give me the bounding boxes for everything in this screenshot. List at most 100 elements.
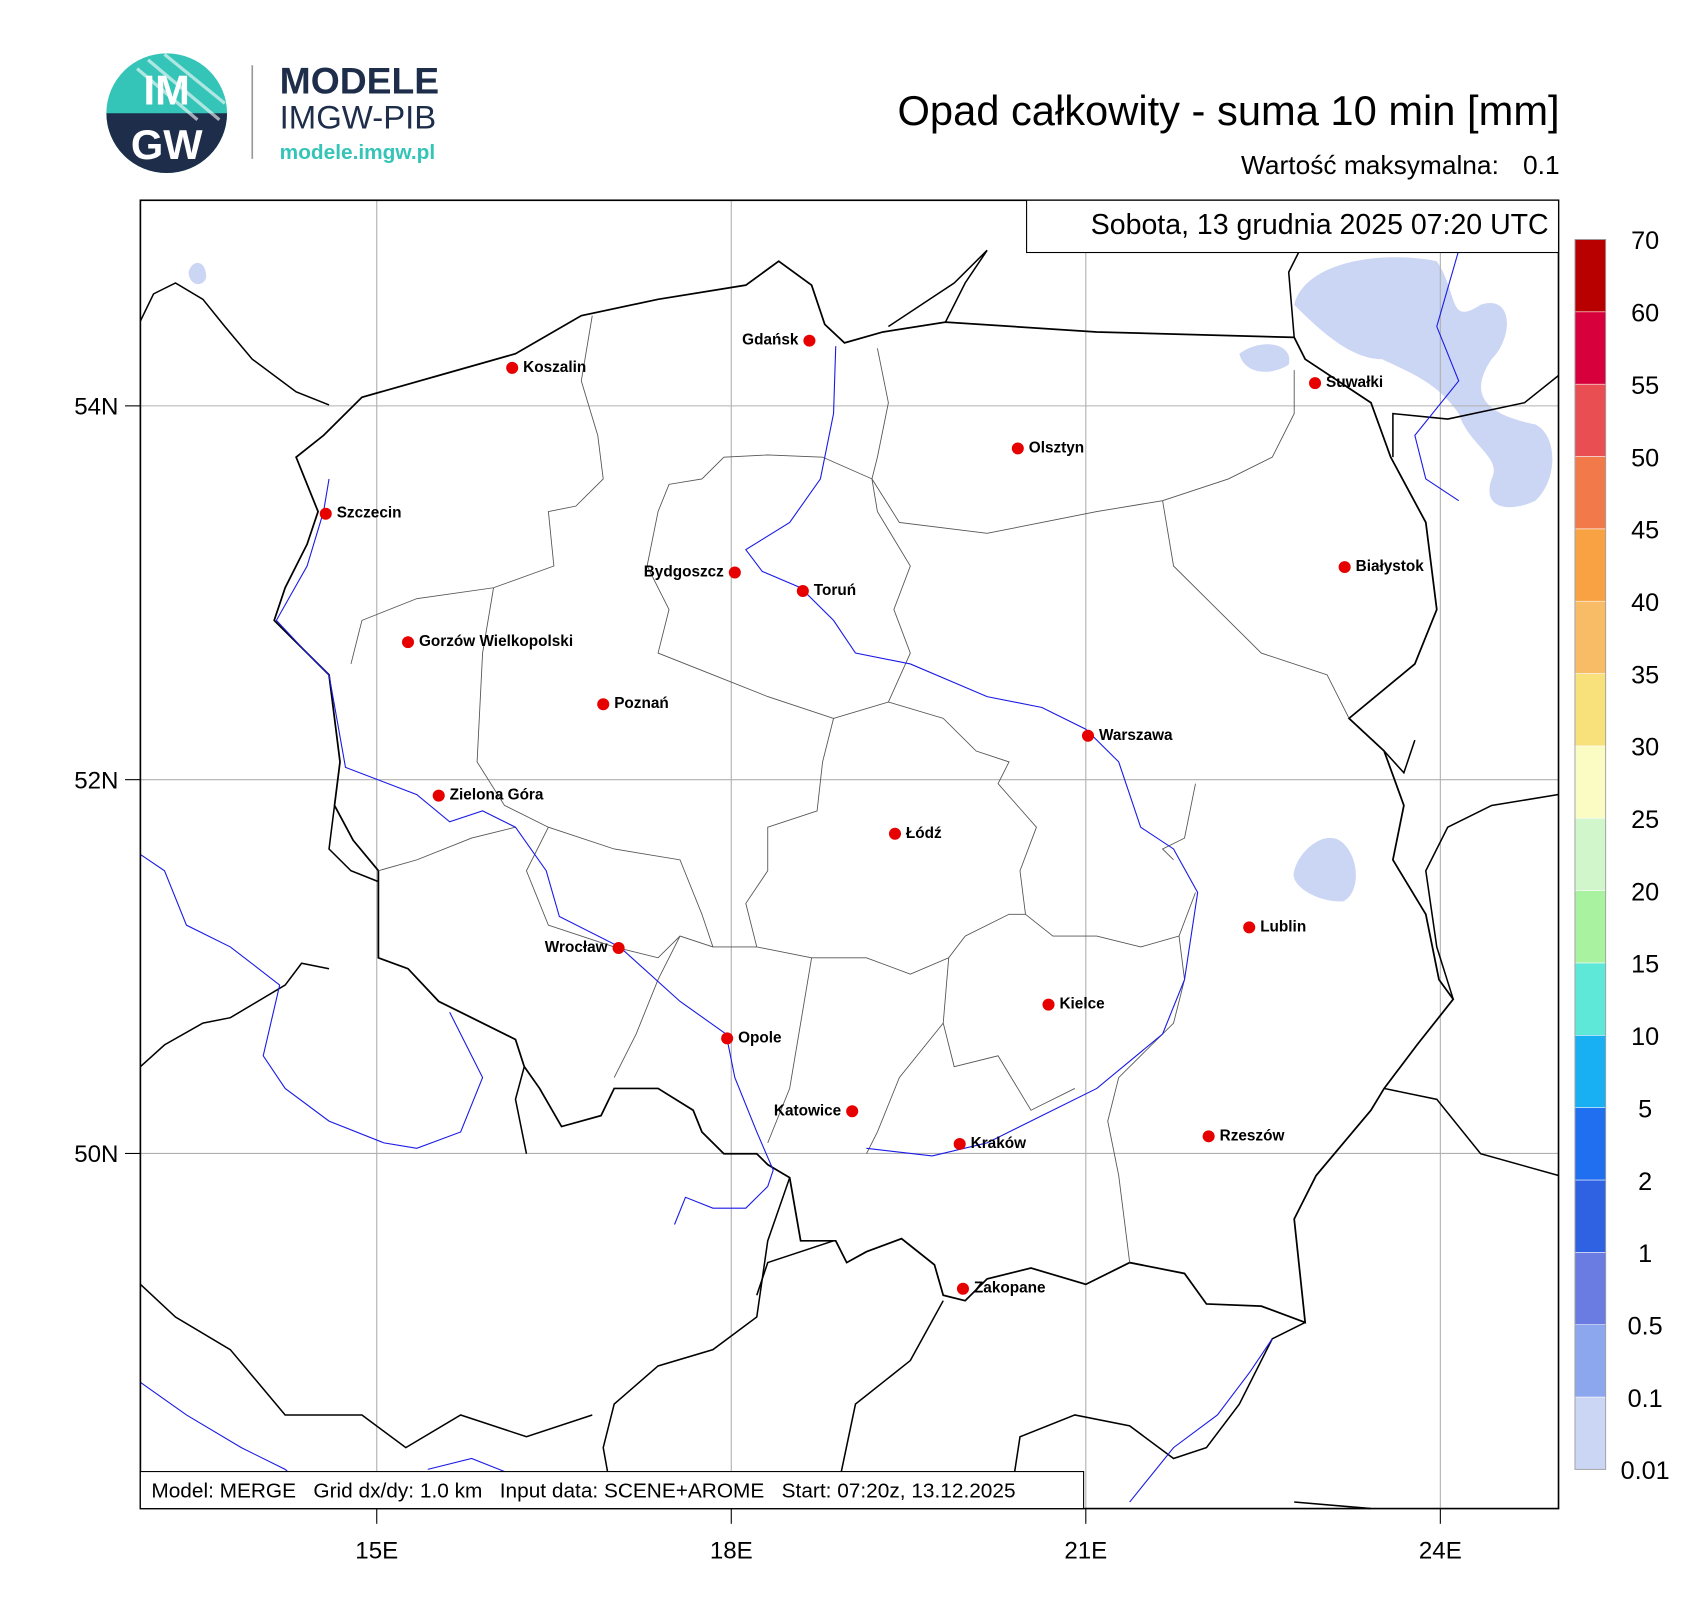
colorbar-box: [1574, 673, 1606, 747]
city-marker: [1081, 729, 1095, 742]
colorbar-label: 0.1: [1628, 1385, 1663, 1413]
country-border: [514, 1066, 528, 1154]
city-marker: [1243, 921, 1256, 934]
colorbar-label: 45: [1631, 517, 1659, 545]
region-border: [888, 701, 1196, 948]
city-label: Zielona Góra: [450, 787, 544, 804]
country-border: [328, 805, 379, 883]
colorbar-box: [1574, 1179, 1606, 1253]
y-tick-label: 52N: [74, 767, 118, 794]
colorbar-box: [1574, 383, 1606, 457]
region-border: [1162, 500, 1350, 719]
colorbar-box: [1574, 1396, 1606, 1470]
city-label: Toruń: [814, 582, 856, 599]
country-border: [832, 1300, 944, 1509]
y-tick-label: 50N: [74, 1141, 118, 1168]
max-value: 0.1: [1523, 150, 1560, 180]
country-border: [1392, 374, 1559, 458]
colorbar-box: [1574, 528, 1606, 602]
colorbar-frame: [1574, 239, 1607, 1470]
country-border: [756, 1240, 834, 1296]
city-marker: [597, 698, 610, 711]
city-marker: [846, 1105, 859, 1118]
country-border: [1294, 1501, 1372, 1510]
city-marker: [1042, 998, 1055, 1011]
logo-mark-bottom: GW: [131, 121, 204, 168]
city-label: Gorzów Wielkopolski: [419, 633, 573, 650]
region-border: [745, 718, 1026, 975]
city-label: Szczecin: [337, 505, 402, 522]
city-label: Poznań: [614, 695, 669, 712]
logo-name: MODELE: [280, 60, 439, 102]
city-marker: [956, 1282, 969, 1295]
logo-mark-top: IM: [144, 67, 190, 114]
precip-area: [1239, 344, 1290, 372]
colorbar-label: 0.5: [1628, 1313, 1663, 1341]
country-border: [139, 962, 330, 1068]
region-border: [350, 315, 604, 665]
colorbar-box: [1574, 1107, 1606, 1181]
city-marker: [401, 636, 415, 649]
region-border: [767, 957, 813, 1144]
city-marker: [1202, 1130, 1215, 1143]
max-label: Wartość maksymalna:: [1241, 150, 1499, 180]
x-tick-label: 18E: [710, 1538, 753, 1565]
logo: IM GW MODELE IMGW-PIB modele.imgw.pl: [106, 53, 439, 174]
title: Opad całkowity - suma 10 min [mm]: [898, 87, 1560, 134]
city-label: Kraków: [971, 1135, 1027, 1152]
city-label: Warszawa: [1099, 727, 1173, 744]
colorbar-label: 30: [1631, 734, 1659, 762]
logo-url: modele.imgw.pl: [280, 141, 435, 164]
country-border: [1008, 1321, 1306, 1509]
colorbar-box: [1574, 745, 1606, 819]
country-border: [139, 282, 330, 406]
precip-area: [1294, 257, 1553, 508]
region-border: [1161, 783, 1196, 861]
footer: Model: MERGE Grid dx/dy: 1.0 km Input da…: [151, 1480, 1015, 1503]
city-label: Bydgoszcz: [644, 564, 724, 581]
colorbar-label: 1: [1638, 1240, 1652, 1268]
colorbar-box: [1574, 600, 1606, 674]
x-tick-label: 21E: [1064, 1538, 1107, 1565]
river: [1414, 250, 1460, 502]
city-label: Suwałki: [1326, 374, 1383, 391]
city-marker: [1338, 561, 1351, 574]
city-marker: [612, 942, 625, 955]
logo-org: IMGW-PIB: [280, 99, 437, 136]
country-border: [602, 1177, 791, 1509]
city-label: Białystok: [1356, 558, 1425, 575]
y-tick-label: 54N: [74, 394, 118, 421]
colorbar-box: [1574, 456, 1606, 530]
city-label: Zakopane: [974, 1280, 1046, 1297]
city-marker: [796, 585, 809, 598]
region-border: [613, 935, 681, 1078]
river: [1129, 1338, 1273, 1503]
country-border: [273, 260, 1455, 1324]
colorbar-label: 20: [1631, 878, 1659, 906]
colorbar-label: 40: [1631, 589, 1659, 617]
colorbar-label: 25: [1631, 806, 1659, 834]
city-marker: [953, 1137, 966, 1150]
city-label: Opole: [738, 1029, 781, 1046]
city-marker: [888, 827, 901, 840]
region-border: [476, 587, 757, 948]
city-marker: [319, 507, 332, 520]
precip-area: [1293, 837, 1356, 902]
city-label: Koszalin: [523, 359, 586, 376]
colorbar-label: 70: [1631, 227, 1659, 255]
city-marker: [1309, 377, 1322, 390]
region-border: [871, 348, 1295, 534]
x-tick-label: 15E: [355, 1538, 398, 1565]
colorbar-label: 60: [1631, 300, 1659, 328]
city-label: Wrocław: [545, 939, 608, 956]
country-border: [887, 249, 988, 328]
logo-stripes: [136, 53, 226, 121]
city-label: Olsztyn: [1029, 440, 1084, 457]
colorbar-label: 2: [1638, 1168, 1652, 1196]
city-label: Lublin: [1260, 918, 1306, 935]
colorbar-label: 50: [1631, 444, 1659, 472]
region-border: [866, 1022, 944, 1154]
colorbar-box: [1574, 890, 1606, 964]
